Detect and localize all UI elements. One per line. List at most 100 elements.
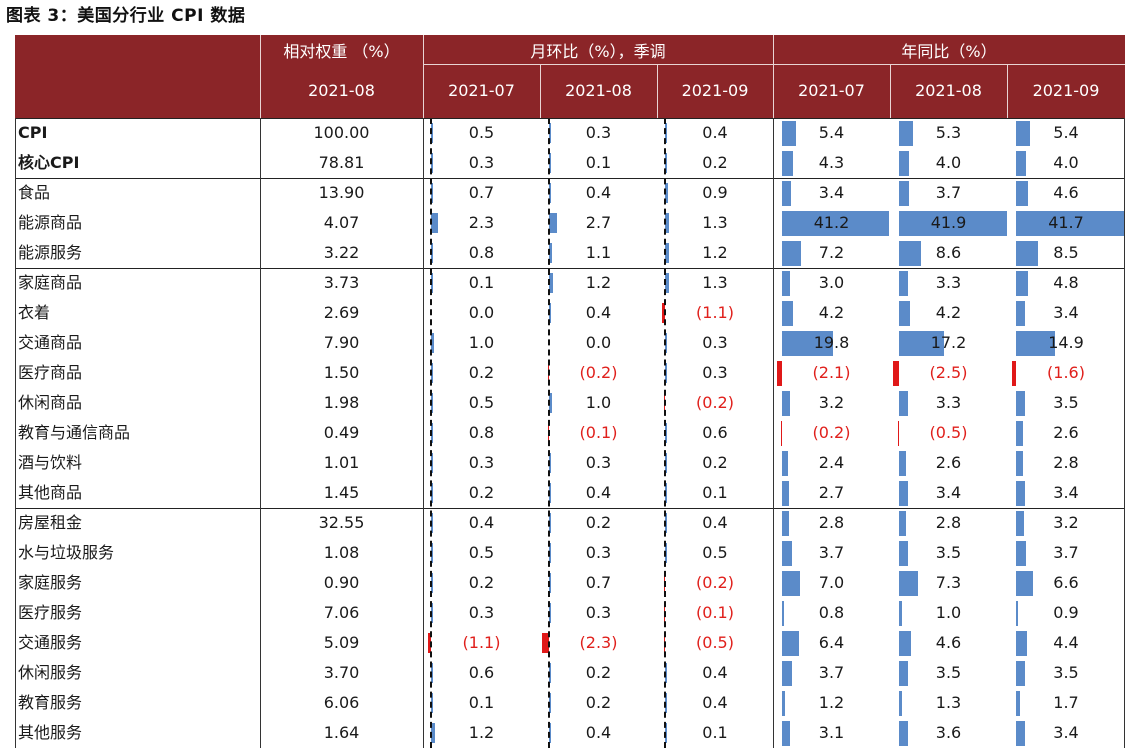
yoy-value: 4.3: [818, 153, 845, 172]
yoy-value: 0.8: [818, 603, 845, 622]
yoy-bar: [1016, 661, 1026, 686]
yoy-bar: [899, 721, 909, 746]
mom-value: (1.1): [462, 633, 501, 652]
yoy-value: 4.2: [818, 303, 845, 322]
yoy-value: 1.2: [818, 693, 845, 712]
yoy-bar: [1016, 421, 1023, 446]
yoy-value: 3.2: [1053, 513, 1079, 532]
mom-bar: [431, 423, 434, 443]
row-label: 休闲商品: [18, 393, 83, 412]
weight-cell: 3.73: [323, 273, 360, 292]
mom-bar: [665, 243, 669, 263]
header-yoy-label: 年同比（%）: [901, 42, 997, 61]
mom-value: 0.0: [585, 333, 612, 352]
mom-value: 1.2: [468, 723, 495, 742]
yoy-value: 3.3: [935, 273, 962, 292]
mom-value: 0.4: [585, 483, 612, 502]
yoy-value: 3.4: [1053, 723, 1079, 742]
group-separator: [15, 508, 1125, 509]
yoy-value: 7.3: [935, 573, 962, 592]
mom-value: 0.2: [702, 153, 728, 172]
header-weight-date: 2021-08: [308, 81, 375, 100]
mom-value: 0.6: [468, 663, 495, 682]
yoy-value: 4.8: [1053, 273, 1079, 292]
yoy-value: 41.9: [930, 213, 967, 232]
weight-cell: 1.45: [323, 483, 360, 502]
yoy-bar: [1016, 151, 1027, 176]
yoy-bar: [782, 151, 794, 176]
weight-cell: 32.55: [318, 513, 365, 532]
row-label: 核心CPI: [18, 153, 80, 172]
row-label: 食品: [18, 183, 51, 202]
yoy-bar: [899, 481, 908, 506]
row-label: 其他商品: [18, 483, 83, 502]
yoy-bar: [1016, 301, 1025, 326]
yoy-value: 2.8: [935, 513, 962, 532]
weight-cell: 1.98: [323, 393, 360, 412]
weight-cell: 7.06: [323, 603, 360, 622]
mom-value: 1.0: [585, 393, 612, 412]
yoy-bar: [899, 571, 918, 596]
header-divider: [657, 65, 658, 118]
yoy-value: 41.7: [1048, 213, 1084, 232]
header-mom-date: 2021-08: [565, 81, 632, 100]
yoy-value: 3.6: [935, 723, 962, 742]
mom-value: 0.3: [585, 603, 612, 622]
mom-bar: [665, 183, 668, 203]
group-separator: [15, 178, 1125, 179]
mom-value: 2.7: [585, 213, 612, 232]
row-label: 家庭服务: [18, 573, 83, 592]
mom-bar: [542, 633, 549, 653]
mom-value: 0.3: [585, 543, 612, 562]
yoy-bar: [782, 331, 834, 356]
weight-cell: 1.01: [323, 453, 360, 472]
yoy-bar: [782, 661, 792, 686]
weight-cell: 13.90: [318, 183, 365, 202]
mom-value: (0.5): [696, 633, 734, 652]
yoy-bar: [782, 541, 792, 566]
yoy-value: 14.9: [1048, 333, 1084, 352]
column-border: [773, 118, 774, 748]
yoy-value: 3.2: [818, 393, 845, 412]
mom-value: 0.2: [585, 513, 612, 532]
yoy-bar: [899, 211, 1007, 236]
yoy-value: 3.4: [818, 183, 845, 202]
mom-value: 0.2: [585, 693, 612, 712]
yoy-value: 8.6: [935, 243, 962, 262]
mom-value: 0.0: [468, 303, 495, 322]
row-label: 酒与饮料: [18, 453, 83, 472]
mom-value: (0.1): [579, 423, 618, 442]
mom-value: 1.2: [702, 243, 728, 262]
yoy-value: 3.4: [1053, 303, 1079, 322]
mom-bar: [431, 183, 434, 203]
yoy-bar: [1016, 541, 1026, 566]
mom-value: 0.4: [702, 123, 728, 142]
yoy-bar: [899, 241, 922, 266]
mom-bar: [549, 273, 553, 293]
yoy-value: 1.0: [935, 603, 962, 622]
yoy-bar: [899, 661, 909, 686]
yoy-bar: [782, 241, 801, 266]
row-label: 医疗服务: [18, 603, 83, 622]
yoy-value: 3.0: [818, 273, 845, 292]
weight-cell: 0.90: [323, 573, 360, 592]
mom-value: 2.3: [468, 213, 495, 232]
yoy-value: (1.6): [1047, 363, 1085, 382]
column-border: [15, 118, 16, 748]
mom-value: 0.1: [702, 723, 728, 742]
row-label: 能源商品: [18, 213, 83, 232]
mom-value: 0.4: [585, 303, 612, 322]
row-label: 交通商品: [18, 333, 83, 352]
mom-value: 0.7: [585, 573, 612, 592]
header-divider: [423, 64, 1125, 65]
yoy-value: 3.5: [935, 543, 962, 562]
yoy-bar: [1016, 391, 1026, 416]
yoy-bar: [899, 631, 911, 656]
yoy-bar: [782, 631, 799, 656]
yoy-bar: [899, 451, 906, 476]
yoy-value: 3.7: [818, 663, 845, 682]
group-separator: [15, 268, 1125, 269]
header-mom-label: 月环比（%），季调: [530, 42, 666, 61]
mom-value: 0.1: [702, 483, 728, 502]
yoy-bar: [1016, 241, 1039, 266]
